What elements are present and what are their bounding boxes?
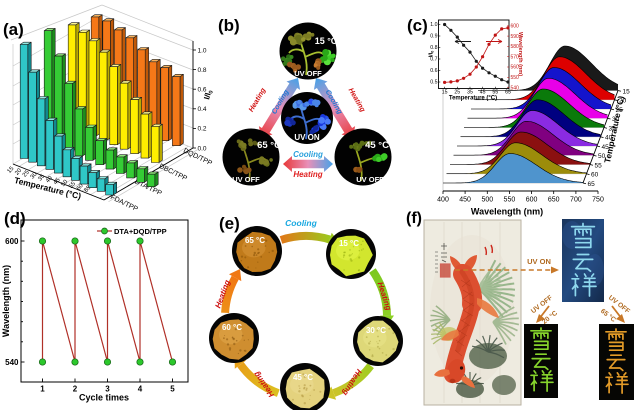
svg-text:UV OFF: UV OFF bbox=[294, 69, 322, 78]
svg-text:0.5: 0.5 bbox=[430, 80, 437, 86]
svg-text:550: 550 bbox=[511, 75, 520, 81]
svg-text:(c): (c) bbox=[407, 16, 428, 35]
svg-text:35: 35 bbox=[609, 125, 617, 132]
svg-text:540: 540 bbox=[511, 85, 520, 91]
svg-text:65: 65 bbox=[505, 90, 511, 96]
svg-text:65 °C: 65 °C bbox=[257, 140, 281, 151]
svg-text:(e): (e) bbox=[219, 214, 240, 233]
svg-text:20: 20 bbox=[619, 98, 627, 105]
svg-text:600: 600 bbox=[5, 237, 19, 246]
svg-text:55: 55 bbox=[595, 162, 603, 169]
svg-text:750: 750 bbox=[592, 197, 604, 204]
svg-text:0.9: 0.9 bbox=[430, 34, 437, 40]
svg-text:0.6: 0.6 bbox=[430, 68, 437, 74]
svg-text:Cycle times: Cycle times bbox=[79, 393, 129, 403]
svg-text:30: 30 bbox=[612, 116, 620, 123]
svg-text:60 °C: 60 °C bbox=[222, 323, 242, 332]
svg-text:3: 3 bbox=[105, 385, 110, 394]
svg-text:(b): (b) bbox=[218, 16, 240, 35]
svg-text:UV ON: UV ON bbox=[294, 133, 320, 142]
svg-text:0.6: 0.6 bbox=[198, 87, 207, 94]
svg-text:560: 560 bbox=[511, 65, 520, 71]
svg-text:600: 600 bbox=[526, 197, 538, 204]
svg-text:40: 40 bbox=[605, 135, 613, 142]
svg-text:50: 50 bbox=[60, 179, 69, 188]
svg-text:45: 45 bbox=[480, 90, 486, 96]
svg-text:45: 45 bbox=[602, 144, 610, 151]
svg-text:65: 65 bbox=[84, 184, 93, 193]
svg-text:25: 25 bbox=[454, 90, 460, 96]
svg-text:0.4: 0.4 bbox=[198, 106, 207, 113]
svg-text:0.8: 0.8 bbox=[198, 67, 207, 74]
svg-text:65 °C: 65 °C bbox=[245, 236, 265, 245]
svg-text:0.8: 0.8 bbox=[430, 45, 437, 51]
svg-text:540: 540 bbox=[5, 358, 19, 367]
svg-text:600: 600 bbox=[511, 24, 520, 30]
svg-text:Wavelength (nm): Wavelength (nm) bbox=[1, 265, 11, 337]
svg-text:FDA/TPP: FDA/TPP bbox=[109, 194, 139, 213]
svg-text:Wavelength (nm): Wavelength (nm) bbox=[471, 207, 543, 217]
svg-text:15: 15 bbox=[623, 88, 631, 95]
svg-text:45 °C: 45 °C bbox=[293, 373, 313, 382]
svg-text:4: 4 bbox=[138, 385, 143, 394]
svg-text:Cooling: Cooling bbox=[285, 218, 317, 228]
svg-text:55: 55 bbox=[68, 181, 77, 190]
svg-text:UV ON: UV ON bbox=[527, 257, 551, 266]
svg-text:Heating: Heating bbox=[293, 170, 322, 179]
svg-text:I/I0: I/I0 bbox=[429, 50, 435, 58]
svg-text:Heating: Heating bbox=[347, 86, 368, 114]
svg-text:15 °C: 15 °C bbox=[339, 239, 359, 248]
svg-text:20 °C: 20 °C bbox=[541, 309, 559, 326]
svg-text:1: 1 bbox=[40, 385, 45, 394]
svg-text:(d): (d) bbox=[4, 209, 26, 228]
svg-text:60: 60 bbox=[76, 182, 85, 191]
svg-text:580: 580 bbox=[511, 44, 520, 50]
svg-text:550: 550 bbox=[504, 197, 516, 204]
svg-text:55: 55 bbox=[492, 90, 498, 96]
svg-text:30: 30 bbox=[30, 171, 39, 180]
svg-text:65: 65 bbox=[588, 181, 596, 188]
svg-text:0.0: 0.0 bbox=[198, 145, 207, 152]
svg-text:Heating: Heating bbox=[246, 86, 267, 114]
svg-text:50: 50 bbox=[598, 153, 606, 160]
svg-text:(a): (a) bbox=[3, 20, 24, 39]
svg-text:400: 400 bbox=[437, 197, 449, 204]
svg-text:1.0: 1.0 bbox=[198, 47, 207, 54]
svg-text:20: 20 bbox=[14, 167, 23, 176]
svg-text:Temperature (°C): Temperature (°C) bbox=[449, 96, 497, 102]
svg-text:0.7: 0.7 bbox=[430, 57, 437, 63]
svg-text:DTA+DQD/TPP: DTA+DQD/TPP bbox=[114, 227, 167, 236]
svg-text:(f): (f) bbox=[406, 210, 422, 227]
svg-text:1.0: 1.0 bbox=[430, 22, 437, 28]
svg-text:30 °C: 30 °C bbox=[366, 326, 386, 335]
svg-text:45: 45 bbox=[53, 177, 62, 186]
svg-text:2: 2 bbox=[73, 385, 78, 394]
svg-text:Heating: Heating bbox=[376, 281, 394, 312]
svg-text:40: 40 bbox=[45, 175, 54, 184]
svg-text:60: 60 bbox=[591, 172, 599, 179]
svg-text:0.2: 0.2 bbox=[198, 126, 207, 133]
svg-text:45 °C: 45 °C bbox=[365, 140, 389, 151]
svg-text:15: 15 bbox=[7, 165, 16, 174]
svg-text:25: 25 bbox=[616, 107, 624, 114]
svg-text:Wavelength (nm): Wavelength (nm) bbox=[517, 32, 523, 76]
svg-text:650: 650 bbox=[548, 197, 560, 204]
svg-text:570: 570 bbox=[511, 54, 520, 60]
svg-text:700: 700 bbox=[570, 197, 582, 204]
svg-text:UV OFF: UV OFF bbox=[607, 294, 631, 315]
svg-text:35: 35 bbox=[37, 173, 46, 182]
svg-text:15: 15 bbox=[442, 90, 448, 96]
svg-text:UV OFF: UV OFF bbox=[356, 175, 384, 184]
svg-text:DBC/TPP: DBC/TPP bbox=[158, 163, 189, 183]
svg-text:5: 5 bbox=[170, 385, 175, 394]
svg-text:35: 35 bbox=[467, 90, 473, 96]
svg-text:15 °C: 15 °C bbox=[315, 36, 338, 46]
svg-text:25: 25 bbox=[22, 169, 31, 178]
svg-text:500: 500 bbox=[481, 197, 493, 204]
svg-text:UV OFF: UV OFF bbox=[232, 175, 260, 184]
svg-text:Cooling: Cooling bbox=[293, 150, 323, 159]
svg-text:450: 450 bbox=[459, 197, 471, 204]
svg-text:590: 590 bbox=[511, 34, 520, 40]
